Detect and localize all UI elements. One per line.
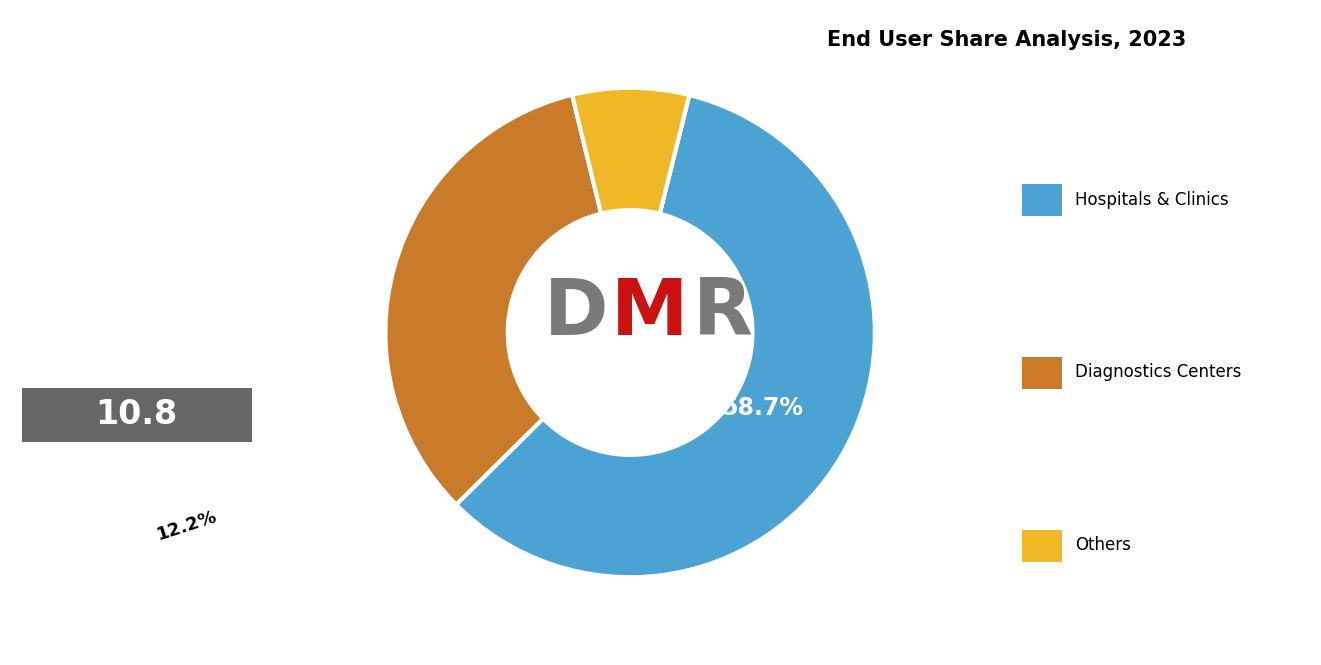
Wedge shape xyxy=(572,88,690,213)
Text: Market: Market xyxy=(82,110,192,138)
Text: 12.2%: 12.2% xyxy=(155,507,219,544)
FancyBboxPatch shape xyxy=(22,388,251,442)
FancyBboxPatch shape xyxy=(135,493,239,557)
Text: Medicine Market Size: Medicine Market Size xyxy=(45,288,229,303)
Text: Diagnostics Centers: Diagnostics Centers xyxy=(1075,363,1242,382)
Text: D: D xyxy=(544,275,609,351)
Text: M: M xyxy=(612,275,688,351)
Wedge shape xyxy=(456,95,875,577)
Text: 58.7%: 58.7% xyxy=(721,396,803,420)
Text: Hospitals & Clinics: Hospitals & Clinics xyxy=(1075,190,1229,209)
Wedge shape xyxy=(386,95,601,505)
Text: Global Nuclear: Global Nuclear xyxy=(74,239,199,255)
Text: R: R xyxy=(694,275,753,351)
Text: Others: Others xyxy=(1075,536,1131,555)
Text: 10.8: 10.8 xyxy=(95,398,178,432)
Text: Research: Research xyxy=(65,166,209,194)
Text: Dimension: Dimension xyxy=(54,53,219,81)
FancyBboxPatch shape xyxy=(1022,357,1062,389)
FancyBboxPatch shape xyxy=(1022,184,1062,216)
Text: CAGR
2023-2032: CAGR 2023-2032 xyxy=(44,501,132,556)
Text: End User Share Analysis, 2023: End User Share Analysis, 2023 xyxy=(827,30,1186,50)
Text: (USD Billion), 2023: (USD Billion), 2023 xyxy=(55,336,218,352)
FancyBboxPatch shape xyxy=(1022,530,1062,562)
